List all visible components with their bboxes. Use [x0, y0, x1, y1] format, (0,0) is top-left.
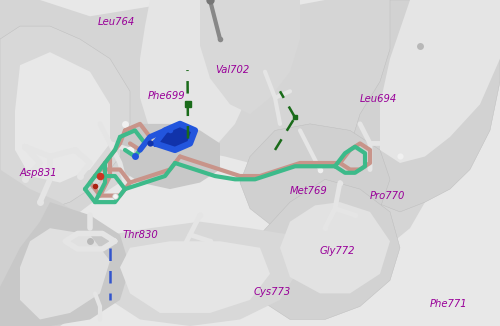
- Polygon shape: [100, 222, 300, 326]
- Polygon shape: [280, 202, 390, 293]
- Polygon shape: [350, 0, 500, 212]
- Polygon shape: [15, 52, 110, 183]
- Polygon shape: [155, 124, 195, 150]
- Polygon shape: [140, 0, 260, 150]
- Polygon shape: [0, 0, 500, 244]
- Polygon shape: [0, 202, 130, 326]
- Text: Thr830: Thr830: [122, 230, 158, 240]
- Text: Asp831: Asp831: [20, 168, 58, 178]
- Polygon shape: [0, 26, 130, 212]
- Text: Phe771: Phe771: [430, 299, 468, 309]
- Text: Cys773: Cys773: [254, 287, 291, 297]
- Polygon shape: [240, 124, 390, 235]
- Text: Leu694: Leu694: [360, 95, 397, 104]
- Polygon shape: [200, 0, 300, 114]
- Text: Leu764: Leu764: [98, 17, 135, 27]
- Text: Val702: Val702: [215, 65, 249, 75]
- Polygon shape: [20, 228, 110, 319]
- Text: Pro770: Pro770: [370, 191, 406, 200]
- Polygon shape: [250, 179, 400, 319]
- Polygon shape: [120, 124, 220, 189]
- Text: Phe699: Phe699: [148, 91, 185, 101]
- Text: Gly772: Gly772: [320, 246, 356, 256]
- Polygon shape: [380, 0, 500, 163]
- Polygon shape: [120, 241, 270, 313]
- Polygon shape: [0, 170, 110, 326]
- Text: Met769: Met769: [290, 186, 328, 196]
